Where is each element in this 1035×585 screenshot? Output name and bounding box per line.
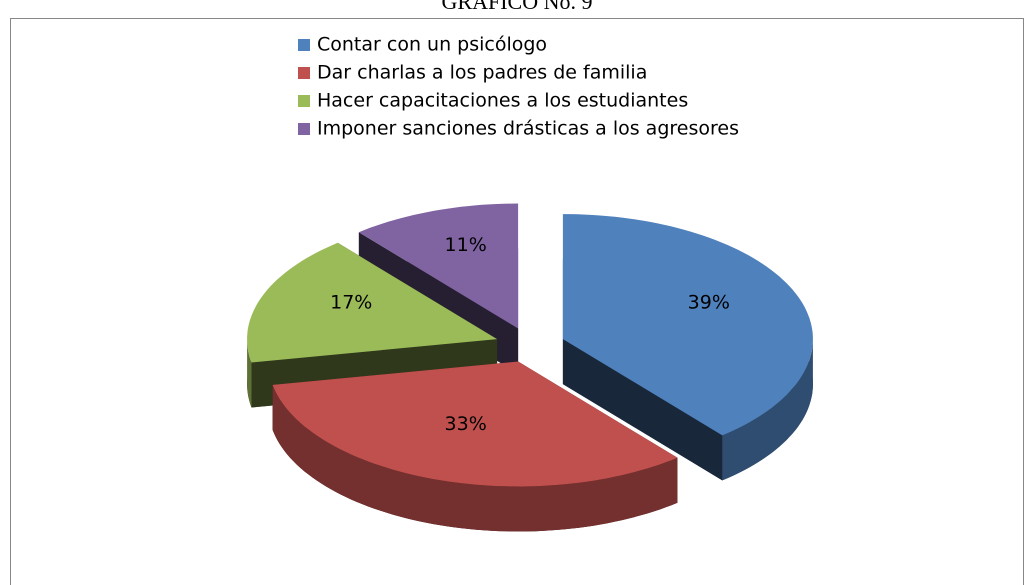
slice-side [272, 384, 678, 532]
data-label: 17% [330, 291, 372, 313]
slice-face [562, 339, 723, 481]
legend-label: Dar charlas a los padres de familia [317, 62, 647, 84]
legend-label: Imponer sanciones drásticas a los agreso… [317, 118, 739, 140]
slice [272, 361, 678, 487]
chart-title: GRAFICO No. 9 [442, 0, 593, 14]
slice [562, 214, 813, 436]
data-label: 39% [688, 291, 730, 313]
legend-swatch [298, 67, 310, 79]
data-label: 11% [445, 234, 487, 256]
slice-side [722, 339, 813, 481]
legend-label: Hacer capacitaciones a los estudiantes [317, 90, 688, 112]
legend-swatch [298, 95, 310, 107]
slice-side [247, 339, 252, 408]
slice [247, 242, 498, 363]
data-label: 33% [445, 413, 487, 435]
legend-swatch [298, 39, 310, 51]
legend-label: Contar con un psicólogo [317, 34, 547, 56]
legend-swatch [298, 123, 310, 135]
slice [358, 203, 519, 329]
